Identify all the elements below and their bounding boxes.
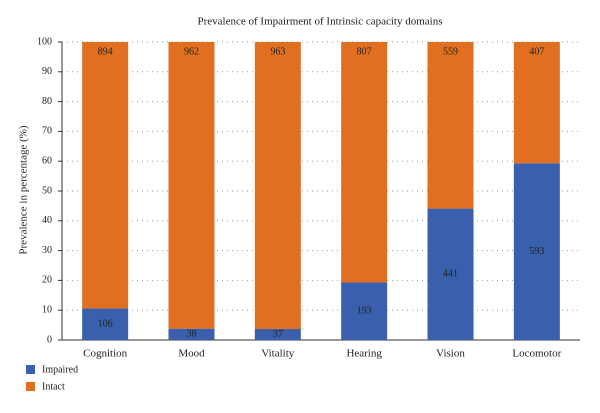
- legend-label: Impaired: [42, 364, 78, 375]
- data-label: 593: [529, 246, 544, 257]
- data-label: 407: [529, 46, 544, 57]
- y-tick-label: 50: [42, 185, 52, 196]
- bar-segment: [427, 42, 474, 209]
- x-tick-label: Hearing: [346, 348, 382, 360]
- bar-segment: [82, 308, 129, 340]
- bar-segment: [427, 208, 474, 340]
- legend-swatch: [26, 365, 35, 374]
- y-tick-label: 60: [42, 155, 52, 166]
- bar-segment: [254, 42, 301, 329]
- y-tick-label: 70: [42, 126, 52, 137]
- x-tick-label: Cognition: [83, 348, 128, 360]
- y-tick-label: 0: [47, 334, 52, 345]
- data-label: 962: [184, 46, 199, 57]
- bar-segment: [513, 42, 560, 164]
- bar-segment: [341, 42, 388, 283]
- bar-segment: [168, 328, 215, 340]
- chart-title: Prevalence of Impairment of Intrinsic ca…: [198, 16, 443, 28]
- bar-segment: [82, 42, 129, 309]
- bar-segment: [341, 282, 388, 340]
- bar-segment: [168, 42, 215, 329]
- legend-swatch: [26, 382, 35, 391]
- y-tick-label: 90: [42, 66, 52, 77]
- bar-segment: [513, 163, 560, 340]
- x-tick-label: Vitality: [261, 348, 294, 360]
- y-axis-label: Prevalence in percentage (%): [18, 125, 30, 255]
- data-label: 38: [187, 329, 197, 340]
- y-tick-label: 20: [42, 275, 52, 286]
- y-tick-label: 10: [42, 304, 52, 315]
- bar-segment: [254, 328, 301, 340]
- data-label: 807: [357, 46, 372, 57]
- data-label: 894: [98, 46, 113, 57]
- data-label: 37: [273, 329, 283, 340]
- data-label: 559: [443, 46, 458, 57]
- x-tick-label: Mood: [178, 348, 205, 360]
- y-tick-label: 40: [42, 215, 52, 226]
- data-label: 963: [270, 46, 285, 57]
- x-tick-label: Locomotor: [512, 348, 561, 360]
- x-tick-label: Vision: [436, 348, 465, 360]
- y-tick-label: 80: [42, 96, 52, 107]
- y-tick-label: 30: [42, 245, 52, 256]
- data-label: 193: [357, 306, 372, 317]
- legend-label: Intact: [42, 381, 65, 392]
- y-tick-label: 100: [37, 36, 52, 47]
- data-label: 106: [98, 319, 113, 330]
- data-label: 441: [443, 269, 458, 280]
